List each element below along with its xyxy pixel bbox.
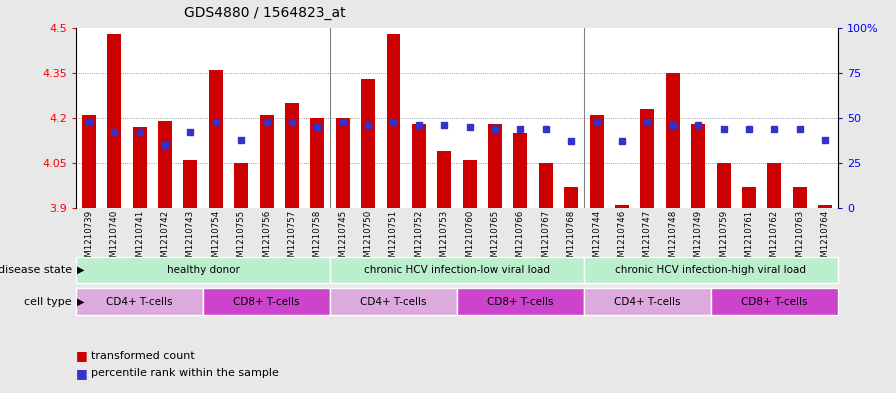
Text: CD8+ T-cells: CD8+ T-cells xyxy=(233,297,300,307)
Bar xyxy=(767,163,781,208)
Bar xyxy=(666,73,680,208)
Bar xyxy=(158,121,172,208)
Bar xyxy=(691,124,705,208)
Bar xyxy=(260,115,273,208)
Text: CD8+ T-cells: CD8+ T-cells xyxy=(487,297,554,307)
Text: healthy donor: healthy donor xyxy=(167,265,239,275)
Text: ▶: ▶ xyxy=(77,297,84,307)
Bar xyxy=(285,103,299,208)
Bar xyxy=(108,33,121,208)
Bar xyxy=(133,127,147,208)
Bar xyxy=(641,109,654,208)
Bar xyxy=(361,79,375,208)
Text: CD8+ T-cells: CD8+ T-cells xyxy=(741,297,807,307)
Text: percentile rank within the sample: percentile rank within the sample xyxy=(91,368,280,378)
Bar xyxy=(711,288,838,315)
Text: chronic HCV infection-low viral load: chronic HCV infection-low viral load xyxy=(364,265,550,275)
Bar xyxy=(584,288,711,315)
Text: CD4+ T-cells: CD4+ T-cells xyxy=(107,297,173,307)
Bar xyxy=(437,151,452,208)
Text: ■: ■ xyxy=(76,349,92,362)
Text: CD4+ T-cells: CD4+ T-cells xyxy=(614,297,681,307)
Bar xyxy=(330,288,457,315)
Bar xyxy=(457,288,584,315)
Text: ■: ■ xyxy=(76,367,92,380)
Text: transformed count: transformed count xyxy=(91,351,195,361)
Bar xyxy=(209,70,223,208)
Bar xyxy=(488,124,502,208)
Text: chronic HCV infection-high viral load: chronic HCV infection-high viral load xyxy=(616,265,806,275)
Bar xyxy=(615,205,629,208)
Bar xyxy=(584,257,838,283)
Bar xyxy=(76,257,330,283)
Bar xyxy=(386,33,401,208)
Bar xyxy=(184,160,197,208)
Bar xyxy=(717,163,730,208)
Bar xyxy=(412,124,426,208)
Bar xyxy=(330,257,584,283)
Bar xyxy=(82,115,96,208)
Bar xyxy=(513,133,528,208)
Bar xyxy=(590,115,604,208)
Bar xyxy=(462,160,477,208)
Bar xyxy=(793,187,806,208)
Bar xyxy=(203,288,330,315)
Bar xyxy=(234,163,248,208)
Bar xyxy=(742,187,756,208)
Text: cell type: cell type xyxy=(24,297,72,307)
Text: ▶: ▶ xyxy=(77,265,84,275)
Bar xyxy=(564,187,578,208)
Text: GDS4880 / 1564823_at: GDS4880 / 1564823_at xyxy=(184,6,345,20)
Text: disease state: disease state xyxy=(0,265,72,275)
Bar xyxy=(818,205,832,208)
Bar xyxy=(76,288,203,315)
Text: CD4+ T-cells: CD4+ T-cells xyxy=(360,297,426,307)
Bar xyxy=(336,118,349,208)
Bar xyxy=(310,118,324,208)
Bar xyxy=(538,163,553,208)
